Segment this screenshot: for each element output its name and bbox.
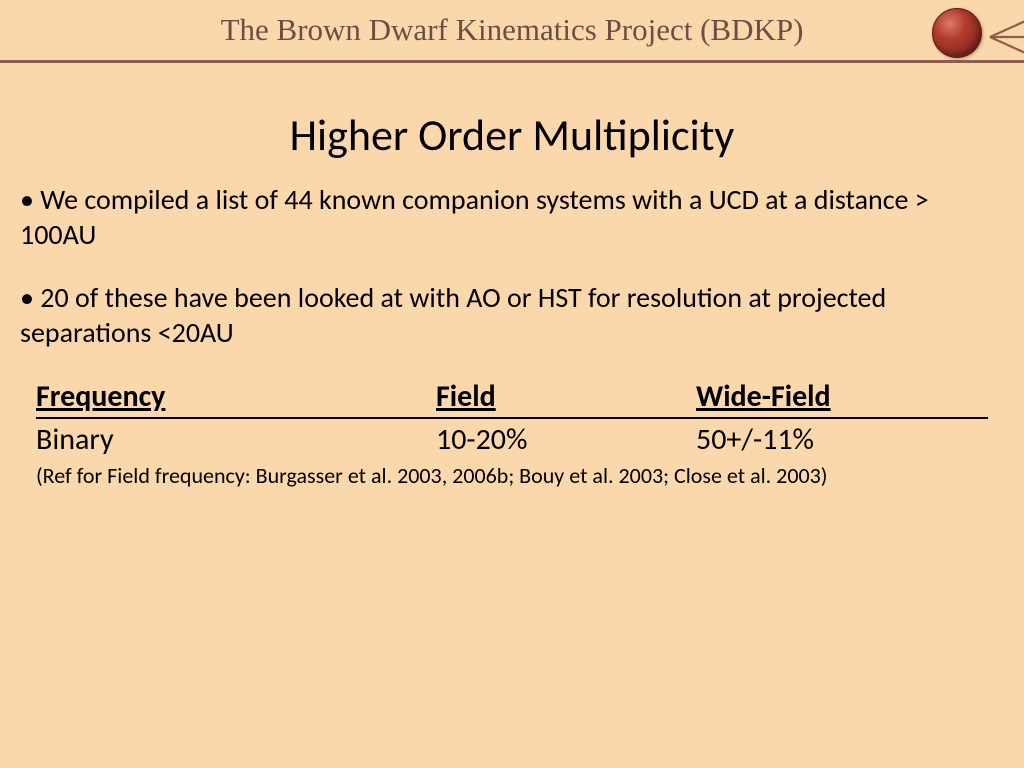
brown-dwarf-logo: [932, 8, 982, 58]
bullet-dot-icon: •: [20, 280, 40, 315]
header-band: The Brown Dwarf Kinematics Project (BDKP…: [0, 0, 1024, 56]
table-cell: 10-20%: [436, 421, 696, 458]
header-title: The Brown Dwarf Kinematics Project (BDKP…: [0, 12, 1024, 48]
bullet-item: • We compiled a list of 44 known compani…: [20, 182, 996, 252]
table-header-cell: Wide-Field: [696, 378, 956, 415]
table-header-cell: Frequency: [36, 378, 436, 415]
table-cell: 50+/-11%: [696, 421, 956, 458]
ray-lines-icon: [988, 14, 1024, 60]
bullet-text: 20 of these have been looked at with AO …: [20, 280, 886, 350]
bullet-list: • We compiled a list of 44 known compani…: [0, 162, 1024, 350]
table-row: Binary 10-20% 50+/-11%: [36, 419, 988, 458]
table-cell: Binary: [36, 421, 436, 458]
slide-title: Higher Order Multiplicity: [0, 108, 1024, 162]
bullet-text: We compiled a list of 44 known companion…: [20, 182, 929, 252]
table-header-row: Frequency Field Wide-Field: [36, 378, 988, 419]
bullet-dot-icon: •: [20, 182, 40, 217]
bullet-item: • 20 of these have been looked at with A…: [20, 280, 996, 350]
header-divider: [0, 60, 1024, 63]
reference-note: (Ref for Field frequency: Burgasser et a…: [36, 462, 988, 489]
frequency-table: Frequency Field Wide-Field Binary 10-20%…: [36, 378, 988, 458]
table-header-cell: Field: [436, 378, 696, 415]
dwarf-circle-icon: [932, 8, 982, 58]
